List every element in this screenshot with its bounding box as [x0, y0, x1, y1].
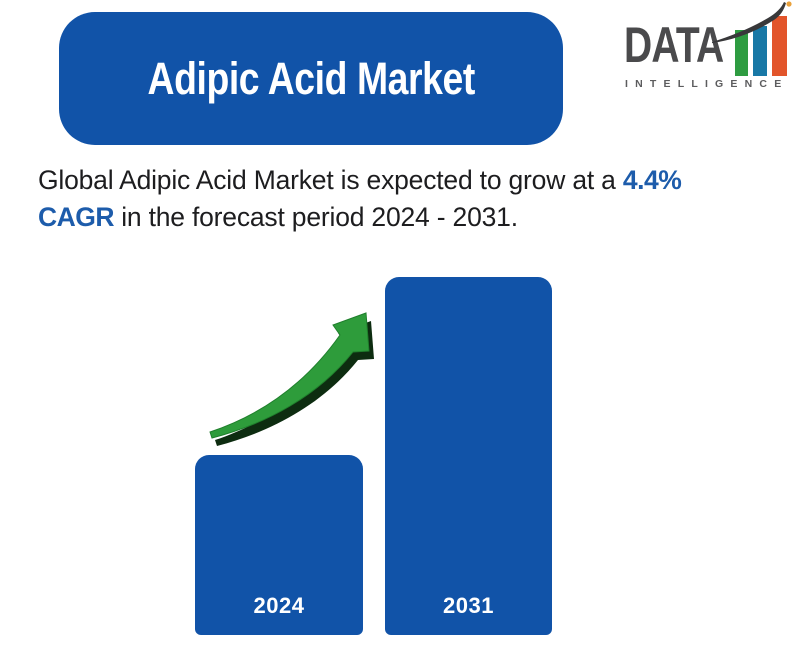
brand-subtext: INTELLIGENCE	[625, 78, 789, 90]
summary-text: Global Adipic Acid Market is expected to…	[38, 162, 788, 236]
bar-chart-icon	[712, 1, 792, 76]
bar-label-2031: 2031	[443, 593, 494, 618]
summary-cagr-value: 4.4%	[622, 165, 682, 195]
bar-chart: 2024 2031	[0, 250, 800, 670]
title-banner: Adipic Acid Market	[59, 12, 563, 145]
summary-line2-text: in the forecast period 2024 - 2031.	[114, 202, 518, 232]
bar-2031: 2031	[385, 277, 552, 635]
summary-line1-text: Global Adipic Acid Market is expected to…	[38, 165, 623, 195]
page-title: Adipic Acid Market	[147, 52, 475, 104]
brand-wordmark: DATA	[624, 17, 724, 73]
growth-arrow-icon	[209, 312, 374, 446]
summary-cagr-label: CAGR	[38, 202, 115, 232]
bar-2024: 2024	[195, 455, 363, 635]
bar-label-2024: 2024	[253, 593, 305, 618]
brand-logo: DATA INTELLIGENCE	[618, 0, 800, 95]
